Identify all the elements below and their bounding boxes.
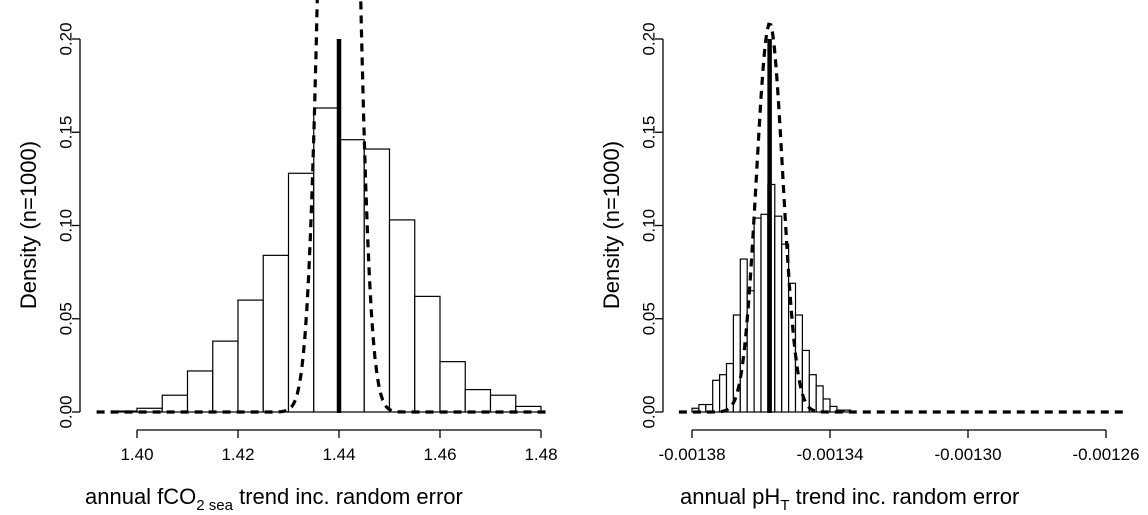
normal-density-curve — [678, 22, 1129, 414]
x-axis-title: annual fCO2 sea trend inc. random error — [85, 484, 463, 514]
histogram-bar-4 — [212, 340, 239, 413]
x-tick-label: 1.42 — [221, 445, 254, 464]
axis-ticks: -0.00138 -0.00134 -0.00130 -0.00126 0.00 0.05… — [640, 22, 1140, 464]
y-tick-label: 0.00 — [57, 395, 76, 428]
histogram-bar-5 — [237, 299, 264, 413]
histogram-bar-8 — [746, 290, 755, 413]
histogram-bar-12 — [774, 215, 783, 413]
histogram-bar-6 — [262, 254, 290, 413]
histogram-bar-5 — [725, 362, 735, 413]
y-tick-label: 0.15 — [57, 116, 76, 149]
histogram-bar-17 — [808, 374, 817, 413]
histogram-panel-ph: -0.00138 -0.00134 -0.00130 -0.00126 0.00 0.05… — [599, 22, 1140, 514]
x-tick-label: 1.46 — [423, 445, 456, 464]
y-tick-label: 0.10 — [640, 209, 659, 242]
x-tick-label: -0.00126 — [1072, 445, 1139, 464]
y-tick-label: 0.15 — [640, 116, 659, 149]
y-tick-label: 0.20 — [57, 22, 76, 55]
histogram-bar-16 — [801, 349, 810, 413]
x-tick-label: 1.48 — [524, 445, 557, 464]
y-tick-label: 0.05 — [57, 302, 76, 335]
histogram-bar-3 — [186, 370, 214, 413]
histogram-bar-14 — [464, 389, 492, 413]
histogram-bar-20 — [829, 405, 838, 413]
y-tick-label: 0.05 — [640, 302, 659, 335]
histogram-bar-10 — [760, 213, 769, 413]
histogram-bars — [111, 107, 542, 413]
y-tick-label: 0.10 — [57, 209, 76, 242]
y-tick-label: 0.20 — [640, 22, 659, 55]
x-axis-title: annual pHT trend inc. random error — [680, 484, 1019, 514]
x-tick-label: -0.00138 — [658, 445, 725, 464]
histogram-bar-4 — [718, 374, 728, 413]
histogram-bar-3 — [712, 379, 721, 413]
histogram-bar-18 — [815, 385, 824, 413]
histogram-bar-2 — [161, 394, 189, 413]
histogram-bar-11 — [388, 219, 416, 413]
histogram-bar-9 — [338, 139, 365, 413]
x-tick-label: 1.44 — [322, 445, 355, 464]
histogram-bar-15 — [794, 314, 804, 413]
histogram-panel-fco2: 1.40 1.42 1.44 1.46 1.48 0.00 0.05 0.10 0.15 0.20… — [16, 0, 558, 514]
y-axis-title: Density (n=1000) — [16, 141, 41, 309]
histogram-bar-8 — [313, 107, 340, 413]
histogram-bar-7 — [287, 172, 315, 413]
y-tick-label: 0.00 — [640, 395, 659, 428]
histogram-bar-13 — [439, 361, 466, 413]
histogram-bar-19 — [822, 398, 831, 413]
x-tick-label: -0.00130 — [934, 445, 1001, 464]
axis-ticks: 1.40 1.42 1.44 1.46 1.48 0.00 0.05 0.10 0.15 0.20 — [57, 22, 558, 464]
normal-density-curve — [96, 0, 552, 414]
x-tick-label: -0.00134 — [796, 445, 863, 464]
x-tick-label: 1.40 — [120, 445, 153, 464]
histogram-bar-12 — [414, 295, 441, 413]
y-axis-title: Density (n=1000) — [599, 141, 624, 309]
histogram-bar-9 — [753, 217, 762, 413]
histogram-bar-15 — [489, 394, 517, 413]
